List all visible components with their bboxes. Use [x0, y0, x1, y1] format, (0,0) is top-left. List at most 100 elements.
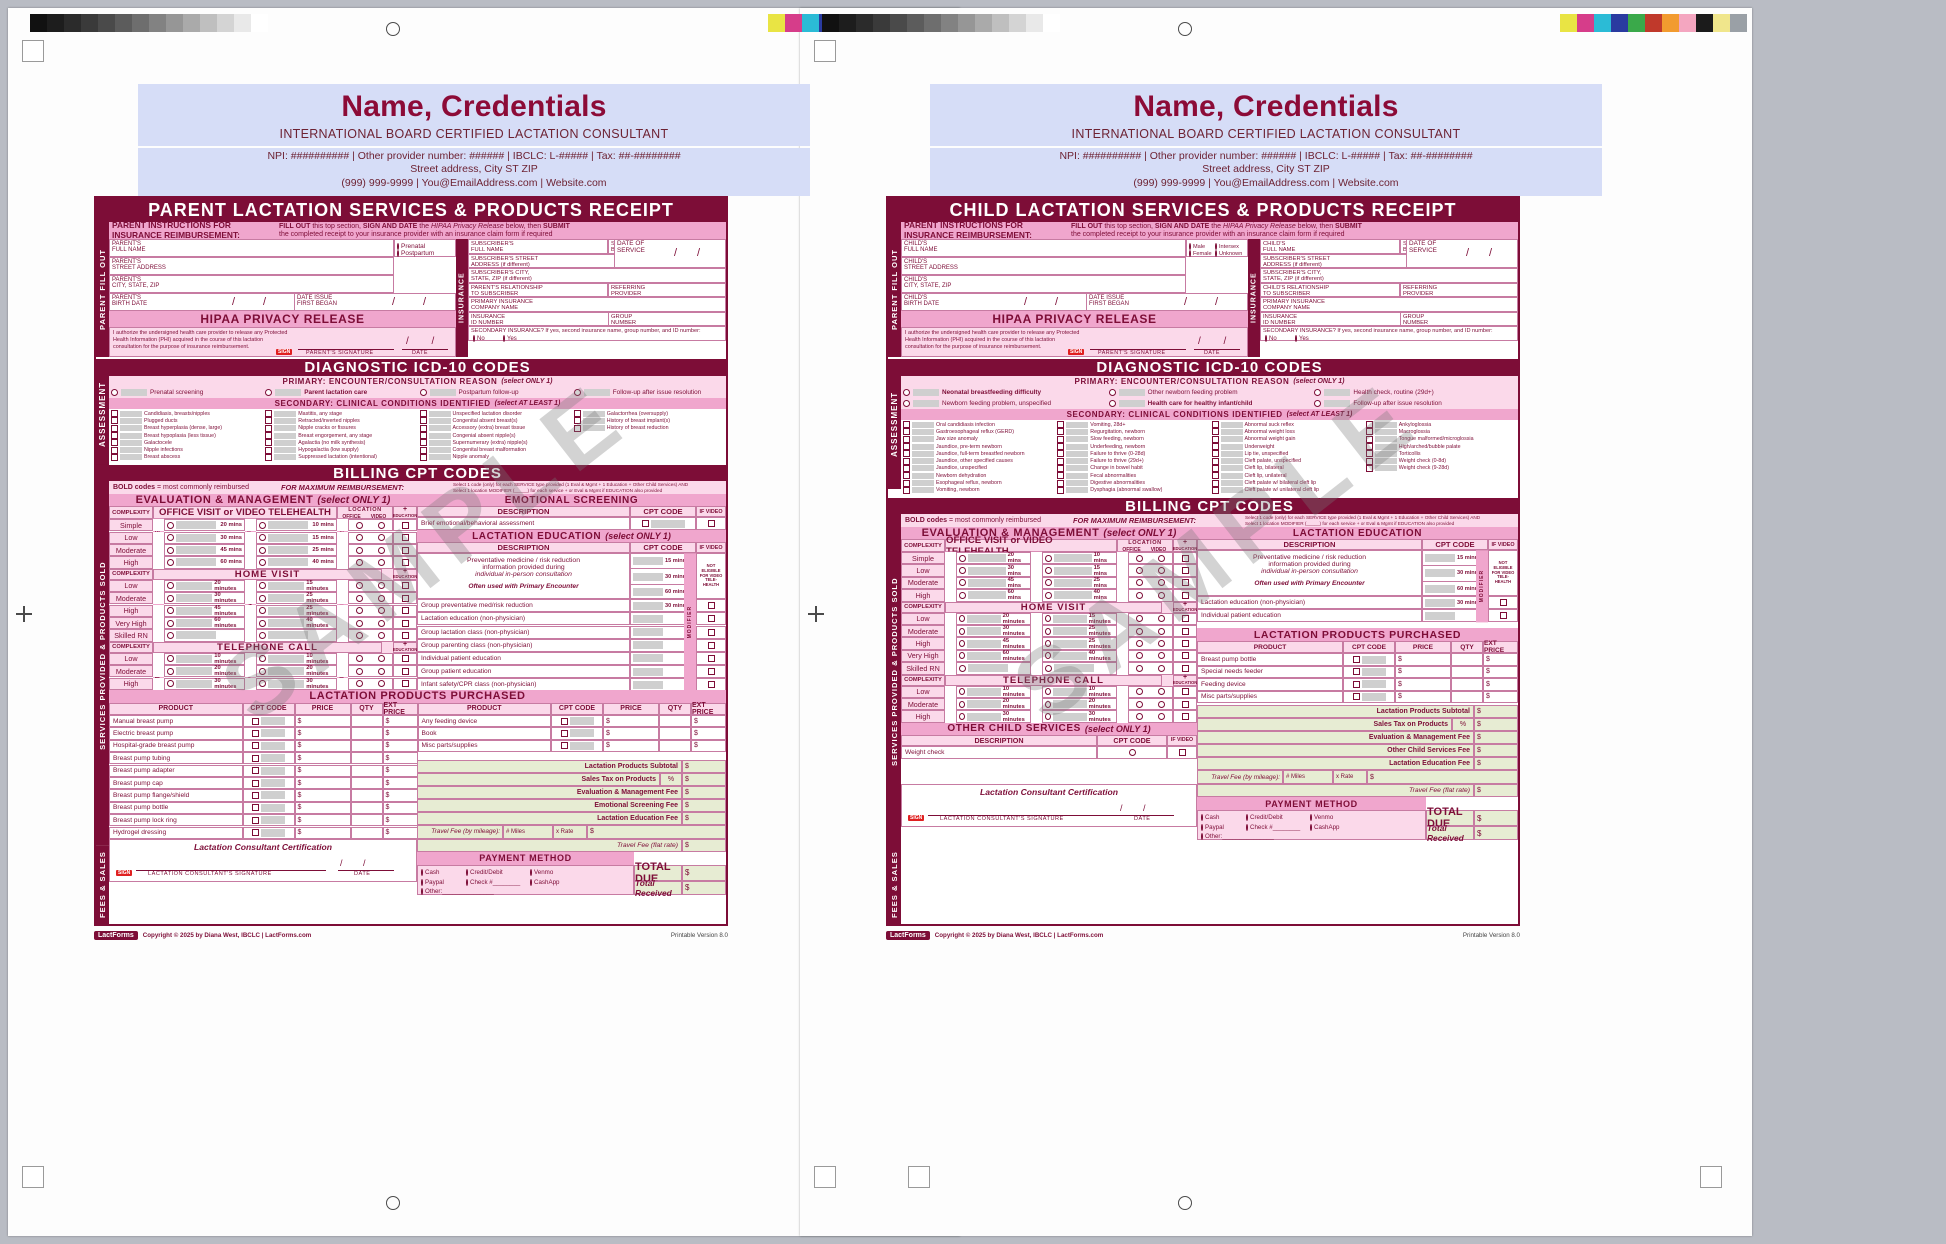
secondary-condition-checkbox-0-6[interactable] [903, 464, 910, 472]
product-price-parent-L7[interactable]: $ [294, 801, 351, 815]
product-cpt-child-2[interactable] [1343, 678, 1395, 691]
secondary-condition-codefield-1-3[interactable] [274, 432, 297, 439]
hipaa-date-line-parent[interactable] [402, 349, 448, 350]
visit-follow-radio-office-child-3[interactable] [1045, 591, 1052, 599]
product-cpt-checkbox-parent-L7[interactable] [252, 804, 259, 812]
product-cpt-checkbox-parent-R1[interactable] [560, 729, 568, 737]
secondary-condition-checkbox-3-5[interactable] [1365, 457, 1373, 465]
visit-follow-phone-parent-0[interactable]: 10 minutes [256, 652, 337, 666]
visit-mod-video-office-child-2[interactable] [1157, 579, 1165, 587]
birth-date-entry-child[interactable]: / / [996, 293, 1086, 311]
secondary-condition-parent-0-1[interactable]: Plugged ducts [111, 417, 261, 425]
visit-first-radio-office-child-0[interactable] [959, 554, 966, 562]
visit-follow-home-child-2[interactable]: 25 minutes [1042, 637, 1117, 650]
secondary-condition-checkbox-3-0[interactable] [1365, 421, 1373, 429]
visit-follow-code-home-child-1[interactable] [1053, 627, 1087, 636]
secondary-condition-child-0-8[interactable]: Esophageal reflux, newborn [903, 479, 1053, 487]
emotional-parent-cpt-checkbox-0[interactable] [641, 520, 649, 528]
visit-follow-code-office-child-0[interactable] [1053, 554, 1092, 563]
secondary-condition-codefield-0-4[interactable] [120, 439, 142, 446]
secondary-condition-parent-1-3[interactable]: Breast engorgement, any stage [265, 432, 415, 440]
date-of-service-entry-child[interactable]: / / [1446, 241, 1512, 265]
secondary-condition-codefield-2-6[interactable] [428, 454, 451, 461]
visit-first-office-child-2[interactable]: 45 mins [956, 576, 1031, 590]
field-left-child-1[interactable]: CHILD'S STREET ADDRESS [901, 257, 1186, 275]
visit-follow-phone-child-2[interactable]: 30 minutes [1042, 710, 1117, 723]
product-qty-child-2[interactable] [1451, 678, 1483, 691]
product-cpt-parent-L8[interactable] [242, 814, 295, 827]
education-minutes-row-parent-0[interactable]: 15 minutes [631, 554, 697, 570]
payment-option-child-5-radio[interactable] [1310, 824, 1312, 831]
field-left-child-2[interactable]: CHILD'S CITY, STATE, ZIP [901, 275, 1186, 293]
visit-first-code-home-child-1[interactable] [967, 627, 1001, 636]
secondary-condition-codefield-1-2[interactable] [1066, 436, 1089, 443]
secondary-condition-checkbox-1-9[interactable] [1057, 486, 1065, 494]
secondary-condition-codefield-0-0[interactable] [912, 421, 934, 428]
visit-education-home-child-3[interactable] [1173, 649, 1197, 663]
product-ext-parent-L2[interactable]: $ [382, 739, 418, 753]
total-received-amount-child[interactable]: $ [1474, 826, 1518, 840]
group-number-child[interactable]: GROUP NUMBER [1400, 311, 1518, 326]
visit-first-code-home-child-3[interactable] [967, 651, 1001, 660]
visit-follow-radio-office-parent-1[interactable] [259, 534, 266, 542]
secondary-condition-parent-1-0[interactable]: Mastitis, any stage [265, 410, 415, 418]
visit-modifier-phone-child-1[interactable] [1128, 698, 1173, 711]
visit-mod-office-home-child-0[interactable] [1136, 615, 1144, 623]
secondary-condition-child-0-1[interactable]: Gastroesophageal reflux (GERD) [903, 428, 1053, 436]
visit-mod-office-office-child-3[interactable] [1136, 591, 1144, 599]
visit-follow-radio-phone-child-2[interactable] [1045, 713, 1052, 721]
secondary-condition-checkbox-3-2[interactable] [573, 424, 581, 432]
secondary-condition-child-2-2[interactable]: Abnormal weight gain [1211, 435, 1362, 443]
visit-follow-radio-phone-child-1[interactable] [1045, 700, 1052, 708]
visit-mod-video-phone-child-0[interactable] [1157, 688, 1165, 696]
education-row-cptfield-child-0[interactable] [1425, 598, 1455, 607]
secondary-condition-parent-2-3[interactable]: Congenial absent nipple(s) [419, 432, 570, 440]
product-cpt-parent-L1[interactable] [242, 727, 295, 740]
secondary-condition-parent-1-4[interactable]: Agalactia (no milk synthesis) [265, 439, 415, 447]
secondary-condition-child-3-3[interactable]: High/arched/bubble palate [1365, 443, 1516, 451]
product-cpt-parent-L2[interactable] [242, 739, 295, 753]
secondary-condition-codefield-0-8[interactable] [912, 480, 934, 487]
secondary-condition-checkbox-0-5[interactable] [111, 446, 118, 454]
visit-education-office-parent-3[interactable] [393, 556, 417, 569]
visit-modifier-office-child-2[interactable] [1128, 576, 1173, 590]
education-row-cptfield-child-1[interactable] [1425, 611, 1455, 620]
secondary-condition-child-1-2[interactable]: Slow feeding, newborn [1057, 435, 1207, 443]
secondary-condition-checkbox-0-6[interactable] [111, 453, 118, 461]
visit-modifier-phone-parent-0[interactable] [348, 652, 393, 666]
visit-education-checkbox-phone-parent-0[interactable] [401, 655, 409, 663]
secondary-condition-codefield-1-5[interactable] [274, 447, 297, 454]
secondary-condition-codefield-3-5[interactable] [1374, 458, 1397, 465]
visit-education-office-child-3[interactable] [1173, 589, 1197, 602]
secondary-condition-codefield-0-5[interactable] [912, 458, 934, 465]
secondary-condition-checkbox-0-4[interactable] [111, 439, 118, 447]
visit-follow-code-office-child-3[interactable] [1053, 591, 1092, 600]
product-ext-child-2[interactable]: $ [1483, 678, 1518, 691]
visit-follow-code-office-parent-0[interactable] [268, 521, 308, 530]
visit-follow-office-child-3[interactable]: 40 mins [1042, 589, 1117, 602]
primary-option-radio-5[interactable] [1314, 400, 1322, 407]
product-cpt-checkbox-child-0[interactable] [1352, 656, 1360, 664]
product-cpt-field-child-3[interactable] [1361, 692, 1386, 701]
payment-option-parent-1-radio[interactable] [466, 868, 468, 876]
product-cpt-parent-L5[interactable] [242, 776, 295, 790]
secondary-condition-checkbox-0-1[interactable] [111, 417, 118, 425]
payment-option-parent-2-radio[interactable] [530, 868, 532, 876]
secondary-option-no-parent-radio[interactable] [473, 335, 475, 342]
education-minutes-field-parent-0[interactable] [633, 557, 663, 566]
secondary-condition-codefield-2-4[interactable] [428, 439, 451, 446]
status-option-2-radio[interactable] [1189, 250, 1191, 257]
education-minutes-field-parent-1[interactable] [633, 572, 663, 581]
visit-modifier-home-parent-2[interactable] [348, 604, 393, 617]
secondary-condition-checkbox-0-1[interactable] [903, 428, 910, 436]
education-row-video-checkbox-parent-3[interactable] [707, 641, 715, 649]
education-minutes-field-child-0[interactable] [1425, 554, 1455, 563]
visit-first-office-child-1[interactable]: 30 mins [956, 564, 1031, 577]
secondary-condition-parent-3-0[interactable]: Galactorrhea (oversupply) [573, 410, 724, 418]
fee-percent-parent-1[interactable]: % [660, 772, 682, 786]
visit-first-office-parent-0[interactable]: 20 mins [164, 519, 245, 532]
visit-education-checkbox-office-parent-2[interactable] [401, 546, 409, 554]
visit-first-code-phone-child-2[interactable] [967, 712, 1001, 721]
field-left-child-0[interactable]: CHILD'S FULL NAME [901, 239, 1186, 257]
visit-first-radio-home-parent-2[interactable] [167, 607, 174, 615]
